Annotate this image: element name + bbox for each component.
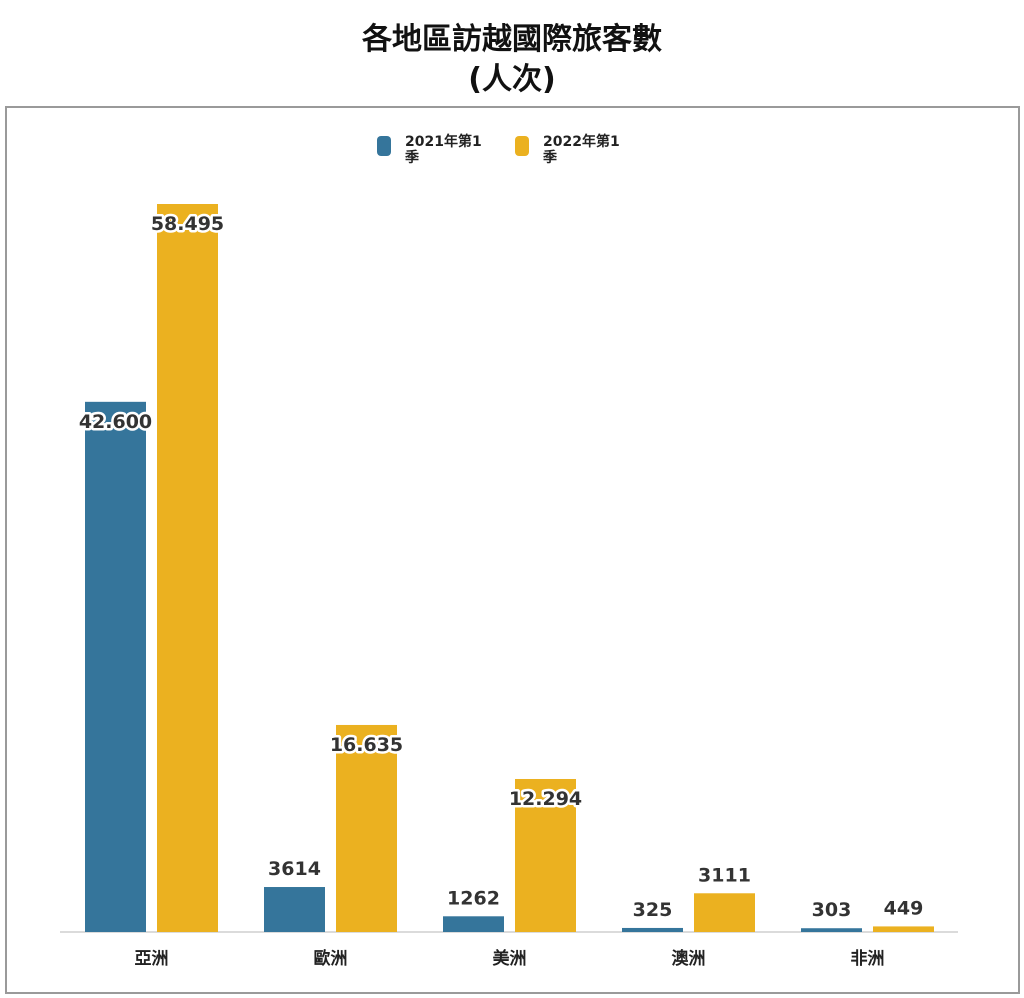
data-label-africa-2022: 449 [884,897,924,919]
legend-swatch-2021 [377,136,391,156]
bar-americas-2022 [515,778,576,932]
legend-label-2022: 2022年第1季 [543,134,620,166]
bar-europe-2021 [264,887,325,932]
bar-asia-2022 [157,204,218,932]
data-label-americas-2022: 12.294 [509,788,582,810]
legend-item-2021: 2021年第1季 [377,134,495,166]
legend-label-2021: 2021年第1季 [405,134,482,166]
bar-oceania-2022 [694,893,755,932]
category-label-africa: 非洲 [851,948,885,969]
bar-oceania-2021 [622,927,683,932]
category-label-europe: 歐洲 [314,948,348,969]
data-label-europe-2021: 3614 [268,858,321,880]
category-label-americas: 美洲 [493,948,527,969]
category-label-asia: 亞洲 [135,949,169,969]
chart-subtitle: (人次) [468,62,556,97]
bar-americas-2021 [443,916,504,932]
data-label-asia-2022: 58.495 [151,213,224,235]
data-label-oceania-2022: 3111 [698,864,751,886]
bar-europe-2022 [336,724,397,932]
bar-africa-2021 [801,928,862,932]
chart-title: 各地區訪越國際旅客數 [362,22,662,57]
data-label-asia-2021: 42.600 [79,411,152,433]
legend-item-2022: 2022年第1季 [515,134,633,166]
legend-swatch-2022 [515,136,529,156]
data-label-europe-2022: 16.635 [330,734,403,756]
bar-asia-2021 [85,401,146,932]
data-label-oceania-2021: 325 [633,899,673,921]
data-label-americas-2021: 1262 [447,887,500,909]
category-label-oceania: 澳洲 [672,948,706,969]
data-label-africa-2021: 303 [812,899,852,921]
bar-africa-2022 [873,926,934,932]
